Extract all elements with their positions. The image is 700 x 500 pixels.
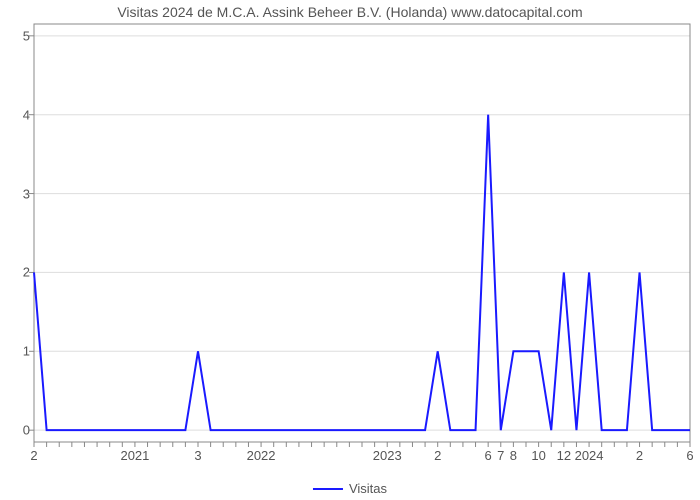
y-tick-label: 3 [6, 186, 30, 201]
x-tick-label: 3 [194, 448, 201, 463]
legend-label: Visitas [349, 481, 387, 496]
x-tick-label: 6 [686, 448, 693, 463]
x-tick-label: 12 [557, 448, 571, 463]
y-tick-label: 0 [6, 423, 30, 438]
x-tick-label: 2 [434, 448, 441, 463]
x-tick-label: 2022 [247, 448, 276, 463]
legend: Visitas [313, 481, 387, 496]
x-tick-label: 6 [485, 448, 492, 463]
chart-title: Visitas 2024 de M.C.A. Assink Beheer B.V… [0, 4, 700, 20]
y-tick-label: 5 [6, 28, 30, 43]
plot-svg [34, 24, 690, 442]
legend-swatch [313, 488, 343, 490]
x-tick-label: 2024 [575, 448, 604, 463]
x-tick-label: 2023 [373, 448, 402, 463]
y-tick-label: 2 [6, 265, 30, 280]
x-tick-label: 10 [531, 448, 545, 463]
plot-area [34, 24, 690, 442]
x-tick-label: 2 [30, 448, 37, 463]
x-tick-label: 2021 [120, 448, 149, 463]
chart-container: Visitas 2024 de M.C.A. Assink Beheer B.V… [0, 0, 700, 500]
x-tick-label: 2 [636, 448, 643, 463]
chart-title-text: Visitas 2024 de M.C.A. Assink Beheer B.V… [117, 4, 582, 20]
x-tick-label: 8 [510, 448, 517, 463]
y-tick-label: 4 [6, 107, 30, 122]
y-tick-label: 1 [6, 344, 30, 359]
x-tick-label: 7 [497, 448, 504, 463]
